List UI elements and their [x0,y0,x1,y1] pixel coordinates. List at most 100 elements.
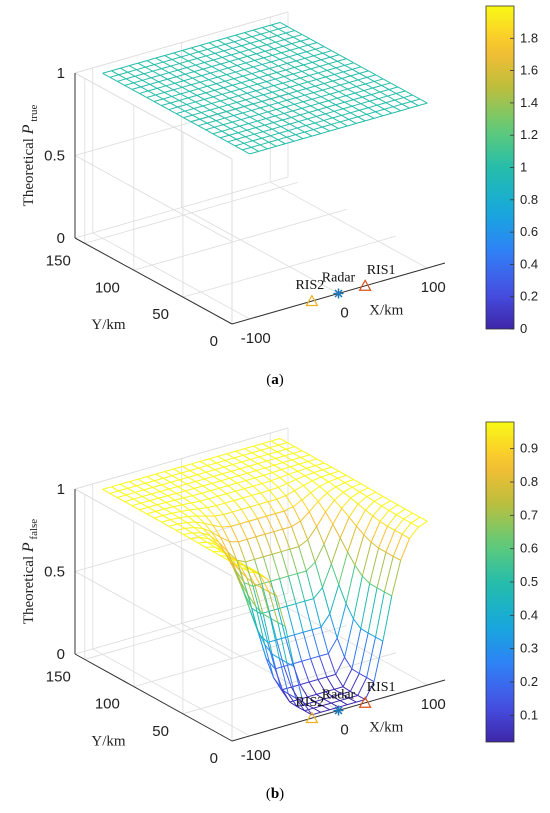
mesh-line-y [310,492,319,502]
mesh-line-y [305,125,314,130]
mesh-line-x [304,55,314,59]
mesh-line-x [264,122,274,126]
mesh-line-x [310,655,320,660]
mesh-line-y [170,481,179,487]
mesh-line-x [302,701,313,716]
mesh-line-y [237,561,246,568]
mesh-line-y [289,701,298,708]
mesh-line-y [378,547,387,553]
mesh-line-y [331,87,339,93]
mesh-line-x [341,497,352,509]
box-edge [74,72,233,160]
mesh-line-y [343,71,351,77]
mesh-line-y [236,65,245,70]
mesh-line-y [180,93,189,99]
mesh-line-x [396,508,406,516]
mesh-line-x [353,96,363,101]
mesh-line-y [190,121,199,127]
mesh-line-y [281,469,289,475]
mesh-line-x [357,496,368,505]
mesh-line-y [147,90,156,96]
mesh-line-x [260,489,270,494]
mesh-line-y [316,458,325,464]
mesh-line-y [268,141,277,147]
mesh-line-x [343,68,353,73]
mesh-line-x [183,495,193,499]
mesh-line-y [162,61,171,67]
mesh-line-x [219,485,229,489]
mesh-line-y [198,508,207,517]
y-axis-line [74,653,233,742]
mesh-line-y [294,103,302,109]
radar-marker-stroke [334,706,343,715]
mesh-line-y [251,495,260,505]
mesh-line-y [291,43,300,49]
mesh-line-x [322,702,332,707]
mesh-line-x [179,97,189,101]
mesh-line-y [378,98,387,104]
mesh-line-y [259,574,268,580]
mesh-line-x [321,56,331,61]
colorbar-tick-label: 0.8 [520,474,538,489]
mesh-line-y [376,587,385,593]
mesh-line-y [254,477,263,484]
z-tick-label: 0 [57,230,65,247]
mesh-line-y [208,79,217,85]
z-axis-label-var: P [20,542,37,553]
mesh-line-y [301,34,310,40]
mesh-line-x [248,83,258,88]
mesh-line-x [137,60,148,64]
mesh-line-x [326,673,336,678]
mesh-line-x [298,539,309,548]
mesh-line-x [264,48,275,52]
mesh-line-x [339,697,350,702]
mesh-line-x [287,60,297,64]
mesh-line-x [180,90,190,95]
mesh-line-x [173,466,183,470]
mesh-line-x [246,127,256,131]
mesh-line-x [280,123,290,128]
mesh-line-x [290,47,300,51]
mesh-line-x [238,472,248,477]
mesh-line-y [261,137,270,143]
mesh-line-y [353,62,362,68]
mesh-line-y [277,102,286,108]
colorbar-tick-label: 0.4 [520,607,538,622]
mesh-line-y [236,138,245,144]
mesh-line-y [192,495,201,502]
mesh-line-y [298,121,307,126]
mesh-line-x [297,467,307,472]
mesh-line-x [275,455,285,459]
mesh-line-x [192,112,202,116]
mesh-line-y [356,86,365,91]
mesh-line-y [381,85,390,90]
mesh-line-y [259,40,267,46]
mesh-line-x [198,48,208,53]
mesh-line-x [218,104,229,108]
mesh-line-y [367,632,376,638]
mesh-line-y [295,603,304,633]
mesh-line-x [185,487,195,492]
mesh-line-x [254,474,264,479]
mesh-line-x [261,61,272,65]
mesh-line-x [313,469,323,474]
mesh-line-x [202,527,212,533]
mesh-line-y [191,47,199,53]
mesh-line-x [155,508,165,512]
mesh-line-x [177,104,187,108]
mesh-line-x [229,58,239,62]
mesh-line-x [227,101,237,106]
mesh-line-x [261,135,271,139]
mesh-line-y [283,76,292,82]
mesh-line-y [231,121,240,127]
mesh-line-y [168,525,177,531]
mesh-line-x [284,452,294,457]
mesh-line-x [239,49,250,53]
mesh-line-x [323,117,333,121]
mesh-line-x [285,490,295,497]
mesh-line-y [225,554,235,569]
mesh-line-x [285,446,295,450]
mesh-line-y [366,496,375,502]
mesh-line-y [226,74,235,80]
mesh-line-y [289,123,298,129]
